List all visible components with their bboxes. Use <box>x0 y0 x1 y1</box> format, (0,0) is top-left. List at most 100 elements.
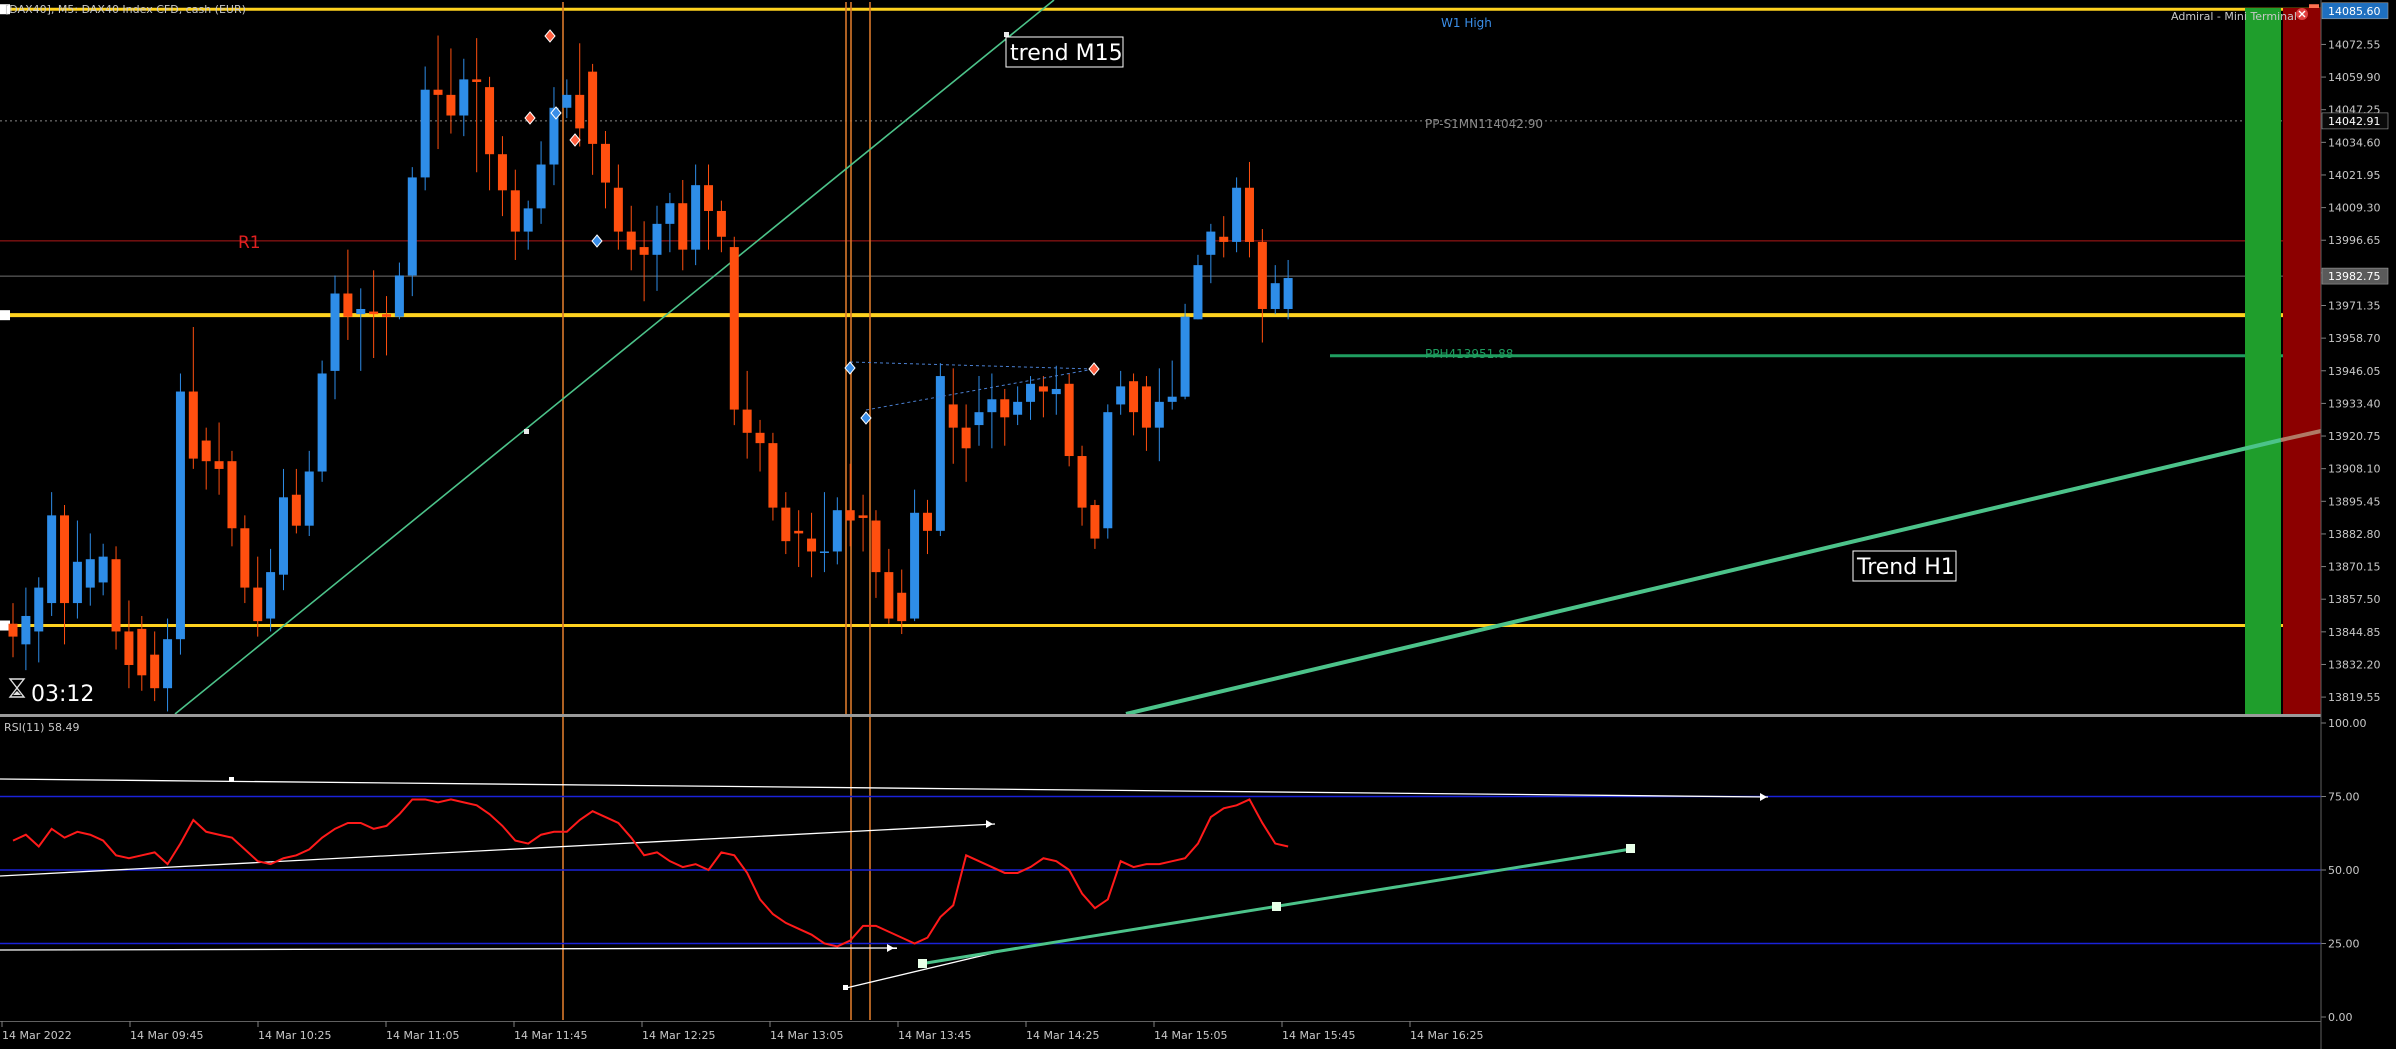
candle-body <box>291 494 301 526</box>
buy-marker-icon[interactable] <box>844 361 856 375</box>
trendlines[interactable] <box>174 0 2322 716</box>
trend-h1-box[interactable] <box>1852 550 1957 582</box>
candle-body <box>871 520 881 573</box>
candle-body <box>1064 383 1074 457</box>
price-tag <box>2321 2 2389 20</box>
candle <box>72 520 82 619</box>
sell-marker-icon[interactable] <box>569 133 581 147</box>
candle-body <box>446 94 456 116</box>
level-handle[interactable] <box>0 4 10 15</box>
candle-body <box>124 631 134 665</box>
candle-body <box>1000 399 1010 418</box>
candle <box>1077 445 1087 526</box>
mini-terminal-label[interactable]: Admiral - Mini Terminal <box>2171 10 2297 23</box>
rsi-trendline-arrow-icon <box>887 944 894 952</box>
candle-body <box>459 79 469 116</box>
candle-body <box>1206 231 1216 255</box>
candle <box>266 548 276 632</box>
candle-body <box>1167 396 1177 402</box>
candle <box>961 404 971 482</box>
candle <box>536 141 546 224</box>
candle <box>1244 161 1254 258</box>
candle <box>317 360 327 482</box>
candle <box>330 275 340 400</box>
candle-body <box>819 551 829 553</box>
candle-body <box>910 512 920 619</box>
level-handle[interactable] <box>0 620 10 631</box>
rsi-trendline-anchor[interactable] <box>843 985 848 990</box>
buy-marker-icon[interactable] <box>860 411 872 425</box>
candle-body <box>278 497 288 575</box>
candle <box>974 376 984 446</box>
candle <box>910 489 920 622</box>
buy-marker-icon[interactable] <box>550 106 562 120</box>
candle <box>201 427 211 490</box>
rsi-trendline-anchor[interactable] <box>229 777 234 782</box>
rsi-trendline-lower[interactable] <box>0 947 898 951</box>
candle <box>369 270 379 358</box>
rsi-trendline-anchor[interactable] <box>918 959 927 968</box>
candle <box>562 79 572 119</box>
candle-body <box>227 461 237 529</box>
candle <box>1270 265 1280 315</box>
candle <box>356 288 366 371</box>
price-tick-label: 13870.15 <box>2328 561 2381 574</box>
candle-body <box>974 412 984 426</box>
trade-link-line <box>865 368 1095 411</box>
trendline-m15[interactable] <box>174 0 1055 715</box>
rsi-trendline-anchor[interactable] <box>1272 902 1281 911</box>
candle <box>639 221 649 302</box>
candle-body <box>485 87 495 155</box>
buy-marker-icon[interactable] <box>591 234 603 248</box>
trendline-anchor[interactable] <box>524 429 529 434</box>
price-tick-label: 13933.40 <box>2328 397 2381 410</box>
candle-body <box>98 556 108 583</box>
price-tick-label: 13996.65 <box>2328 234 2381 247</box>
sell-marker-icon[interactable] <box>544 29 556 43</box>
candle-body <box>1129 381 1139 413</box>
level-handle[interactable] <box>0 310 10 321</box>
candle <box>1206 223 1216 284</box>
rsi-trendlines[interactable] <box>0 777 1769 990</box>
candle <box>214 422 224 495</box>
price-tick-label: 13832.20 <box>2328 658 2381 671</box>
trendline-h1[interactable] <box>1125 438 2282 716</box>
trendline-h1-extension[interactable] <box>2280 429 2322 442</box>
panel-separator[interactable] <box>0 714 2321 717</box>
candle <box>897 569 907 635</box>
time-tick-label: 14 Mar 13:45 <box>898 1029 971 1042</box>
rsi-trendline-anchor[interactable] <box>1626 844 1635 853</box>
candle <box>253 556 263 637</box>
candle <box>1116 370 1126 415</box>
rsi-trendline-middle[interactable] <box>0 823 996 877</box>
candle <box>832 497 842 565</box>
price-tick-label: 14034.60 <box>2328 136 2381 149</box>
candle-body <box>1154 401 1164 428</box>
candle-body <box>1219 236 1229 242</box>
trade-markers[interactable] <box>524 29 1100 425</box>
candle-body <box>704 185 714 211</box>
price-tag-label: 14042.91 <box>2328 115 2381 128</box>
candle-body <box>575 94 585 129</box>
candle <box>1154 368 1164 462</box>
rsi-tick-label: 25.00 <box>2328 938 2360 951</box>
price-tick-label: 14059.90 <box>2328 71 2381 84</box>
trendline-anchor[interactable] <box>1004 32 1009 37</box>
price-tick-label: 13946.05 <box>2328 365 2381 378</box>
candle <box>742 370 752 459</box>
sell-marker-icon[interactable] <box>524 111 536 125</box>
r1-label: R1 <box>238 233 261 253</box>
candle <box>382 296 392 356</box>
rsi-trendline-short[interactable] <box>845 948 1011 989</box>
sell-marker-icon[interactable] <box>1088 362 1100 376</box>
candle <box>1167 360 1177 410</box>
candle <box>948 368 958 464</box>
rsi-levels <box>0 795 2321 945</box>
candle-body <box>807 538 817 552</box>
candle <box>188 327 198 469</box>
time-tick-label: 14 Mar 16:25 <box>1410 1029 1483 1042</box>
rsi-trendline-upper[interactable] <box>0 778 1769 798</box>
trend-m15-box[interactable] <box>1005 36 1124 68</box>
